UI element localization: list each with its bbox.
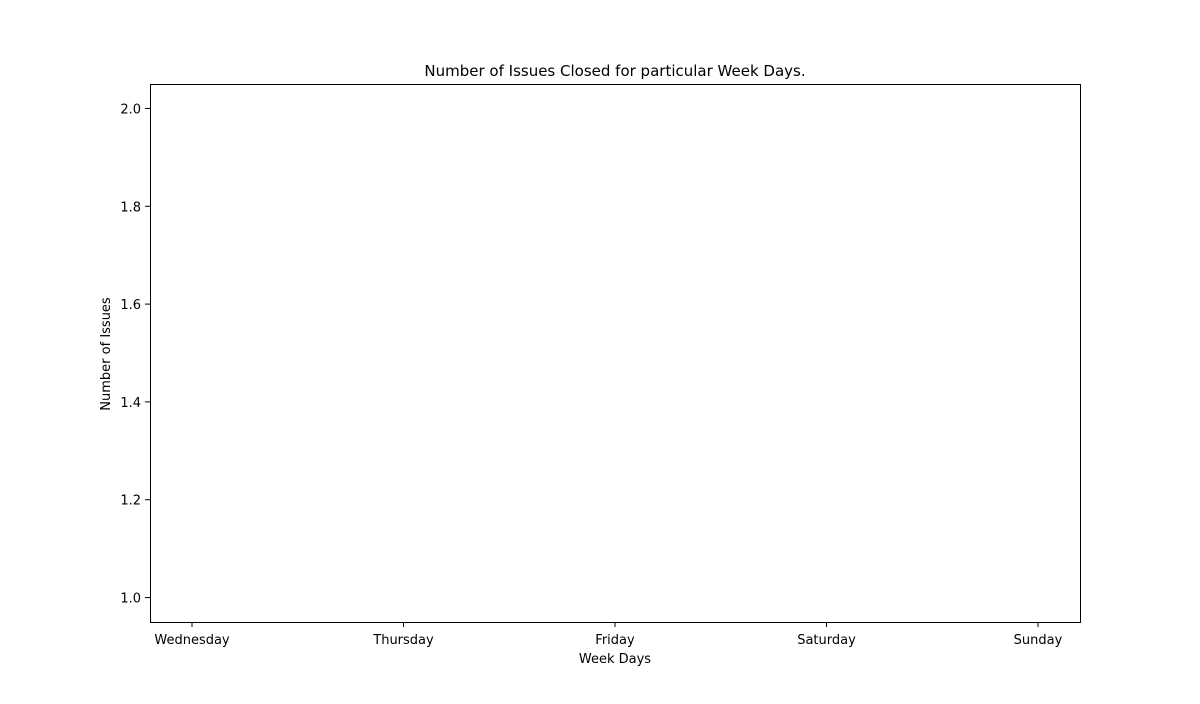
x-tick-label: Wednesday: [154, 633, 230, 648]
y-tick-label: 1.6: [120, 298, 141, 313]
y-axis-label: Number of Issues: [99, 297, 114, 411]
x-tick-label: Saturday: [797, 633, 856, 648]
x-tick-label: Thursday: [372, 633, 434, 648]
y-tick-label: 1.8: [120, 200, 141, 215]
x-axis-label: Week Days: [579, 652, 651, 667]
x-axis-ticks: Wednesday Thursday Friday Saturday Sunday: [154, 622, 1063, 648]
y-tick-label: 2.0: [120, 102, 141, 117]
y-tick-label: 1.2: [120, 494, 141, 509]
y-tick-label: 1.0: [120, 592, 141, 607]
x-tick-label: Friday: [595, 633, 635, 648]
chart-title: Number of Issues Closed for particular W…: [424, 62, 805, 80]
y-tick-label: 1.4: [120, 396, 141, 411]
x-tick-label: Sunday: [1014, 633, 1063, 648]
plot-area-frame: [150, 84, 1081, 623]
y-axis-ticks: 1.0 1.2 1.4 1.6 1.8 2.0: [120, 102, 150, 607]
